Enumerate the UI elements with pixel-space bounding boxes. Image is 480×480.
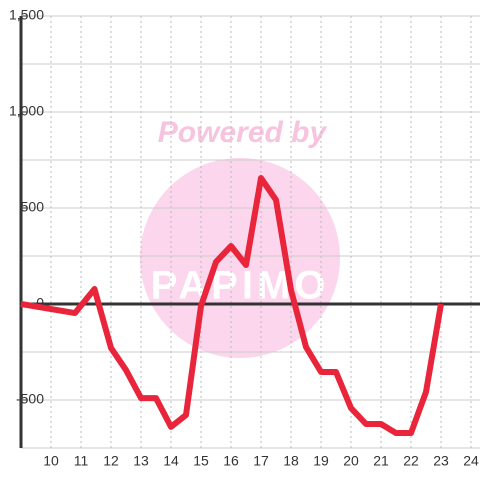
x-tick-label: 19 <box>313 453 329 469</box>
x-tick-label: 21 <box>373 453 389 469</box>
y-tick-label: 500 <box>21 199 45 215</box>
line-series <box>20 175 444 437</box>
x-tick-label: 17 <box>253 453 269 469</box>
x-tick-label: 12 <box>103 453 119 469</box>
x-tick-label: 13 <box>133 453 149 469</box>
x-tick-label: 15 <box>193 453 209 469</box>
x-tick-label: 23 <box>433 453 449 469</box>
y-tick-label: 0 <box>36 295 44 311</box>
x-tick-label: 10 <box>43 453 59 469</box>
x-tick-label: 24 <box>463 453 479 469</box>
watermark-text: Powered by <box>158 116 328 149</box>
y-tick-label: 1,000 <box>9 103 44 119</box>
x-tick-label: 14 <box>163 453 179 469</box>
y-tick-label: -500 <box>16 391 44 407</box>
x-tick-label: 11 <box>74 453 89 469</box>
x-tick-label: 20 <box>343 453 359 469</box>
watermark-brand: PAPIMO <box>151 264 330 308</box>
x-tick-label: 18 <box>283 453 299 469</box>
x-tick-label: 22 <box>403 453 419 469</box>
y-tick-label: 1,500 <box>9 7 44 23</box>
x-tick-label: 16 <box>223 453 239 469</box>
